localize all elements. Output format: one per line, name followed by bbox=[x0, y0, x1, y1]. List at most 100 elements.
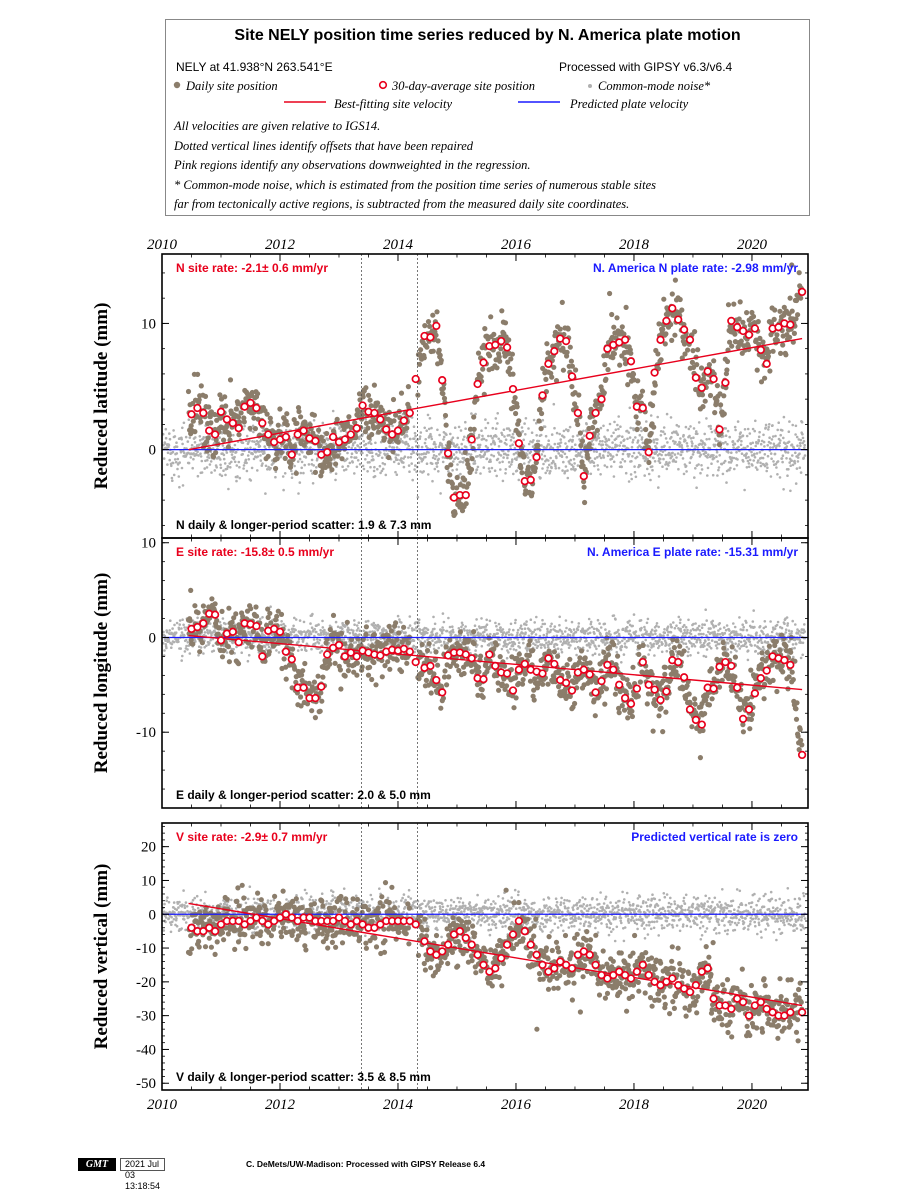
common-mode-dot bbox=[594, 457, 597, 460]
common-mode-dot bbox=[523, 462, 526, 465]
common-mode-dot bbox=[367, 620, 370, 623]
y-tick-label: 0 bbox=[149, 443, 157, 459]
common-mode-dot bbox=[569, 634, 572, 637]
common-mode-dot bbox=[431, 438, 434, 441]
daily-dot bbox=[611, 325, 616, 330]
common-mode-dot bbox=[564, 442, 567, 445]
common-mode-dot bbox=[468, 648, 471, 651]
common-mode-dot bbox=[787, 468, 790, 471]
common-mode-dot bbox=[495, 417, 498, 420]
common-mode-dot bbox=[208, 456, 211, 459]
common-mode-dot bbox=[442, 612, 445, 615]
common-mode-dot bbox=[508, 628, 511, 631]
common-mode-dot bbox=[167, 452, 170, 455]
common-mode-dot bbox=[554, 443, 557, 446]
common-mode-dot bbox=[411, 479, 414, 482]
common-mode-dot bbox=[487, 435, 490, 438]
average-marker bbox=[575, 410, 582, 417]
common-mode-dot bbox=[474, 635, 477, 638]
common-mode-dot bbox=[762, 434, 765, 437]
common-mode-dot bbox=[802, 437, 805, 440]
daily-dot bbox=[588, 446, 593, 451]
common-mode-dot bbox=[616, 424, 619, 427]
common-mode-dot bbox=[628, 453, 631, 456]
common-mode-dot bbox=[476, 455, 479, 458]
average-marker bbox=[468, 436, 475, 443]
common-mode-dot bbox=[372, 638, 375, 641]
daily-dot bbox=[636, 421, 641, 426]
common-mode-dot bbox=[645, 420, 648, 423]
daily-dot bbox=[222, 394, 227, 399]
daily-dot bbox=[661, 297, 666, 302]
common-mode-dot bbox=[688, 435, 691, 438]
common-mode-dot bbox=[427, 628, 430, 631]
common-mode-dot bbox=[742, 460, 745, 463]
common-mode-dot bbox=[396, 446, 399, 449]
common-mode-dot bbox=[770, 452, 773, 455]
x-tick-label: 2014 bbox=[383, 237, 414, 253]
common-mode-dot bbox=[353, 623, 356, 626]
common-mode-dot bbox=[699, 472, 702, 475]
common-mode-dot bbox=[679, 618, 682, 621]
common-mode-dot bbox=[558, 616, 561, 619]
common-mode-dot bbox=[665, 454, 668, 457]
common-mode-dot bbox=[687, 655, 690, 658]
daily-dot bbox=[695, 347, 700, 352]
average-marker bbox=[504, 344, 511, 351]
common-mode-dot bbox=[446, 642, 449, 645]
common-mode-dot bbox=[778, 445, 781, 448]
common-mode-dot bbox=[191, 467, 194, 470]
common-mode-dot bbox=[585, 423, 588, 426]
common-mode-dot bbox=[655, 629, 658, 632]
average-marker bbox=[433, 323, 440, 330]
average-marker bbox=[681, 326, 688, 333]
common-mode-dot bbox=[180, 438, 183, 441]
common-mode-dot bbox=[170, 646, 173, 649]
common-mode-dot bbox=[478, 436, 481, 439]
common-mode-dot bbox=[566, 456, 569, 459]
daily-dot bbox=[494, 365, 499, 370]
common-mode-dot bbox=[677, 468, 680, 471]
common-mode-dot bbox=[505, 443, 508, 446]
common-mode-dot bbox=[301, 631, 304, 634]
common-mode-dot bbox=[632, 439, 635, 442]
daily-dot bbox=[195, 372, 200, 377]
common-mode-dot bbox=[718, 466, 721, 469]
common-mode-dot bbox=[646, 622, 649, 625]
common-mode-dot bbox=[210, 634, 213, 637]
common-mode-dot bbox=[483, 631, 486, 634]
common-mode-dot bbox=[522, 632, 525, 635]
common-mode-dot bbox=[521, 430, 524, 433]
daily-dot bbox=[313, 470, 318, 475]
daily-dot bbox=[651, 425, 656, 430]
common-mode-dot bbox=[767, 426, 770, 429]
daily-dot bbox=[308, 450, 313, 455]
common-mode-dot bbox=[314, 642, 317, 645]
daily-dot bbox=[292, 443, 297, 448]
common-mode-dot bbox=[764, 453, 767, 456]
common-mode-dot bbox=[496, 412, 499, 415]
common-mode-dot bbox=[506, 657, 509, 660]
common-mode-dot bbox=[293, 465, 296, 468]
daily-dot bbox=[573, 367, 578, 372]
common-mode-dot bbox=[561, 455, 564, 458]
common-mode-dot bbox=[178, 461, 181, 464]
common-mode-dot bbox=[657, 626, 660, 629]
common-mode-dot bbox=[760, 443, 763, 446]
common-mode-dot bbox=[464, 427, 467, 430]
common-mode-dot bbox=[794, 462, 797, 465]
common-mode-dot bbox=[706, 474, 709, 477]
common-mode-dot bbox=[184, 629, 187, 632]
common-mode-dot bbox=[563, 430, 566, 433]
common-mode-dot bbox=[750, 451, 753, 454]
common-mode-dot bbox=[770, 475, 773, 478]
common-mode-dot bbox=[208, 642, 211, 645]
common-mode-dot bbox=[187, 641, 190, 644]
common-mode-dot bbox=[784, 442, 787, 445]
common-mode-dot bbox=[263, 452, 266, 455]
common-mode-dot bbox=[302, 472, 305, 475]
common-mode-dot bbox=[588, 618, 591, 621]
average-marker bbox=[247, 400, 254, 407]
common-mode-dot bbox=[732, 440, 735, 443]
